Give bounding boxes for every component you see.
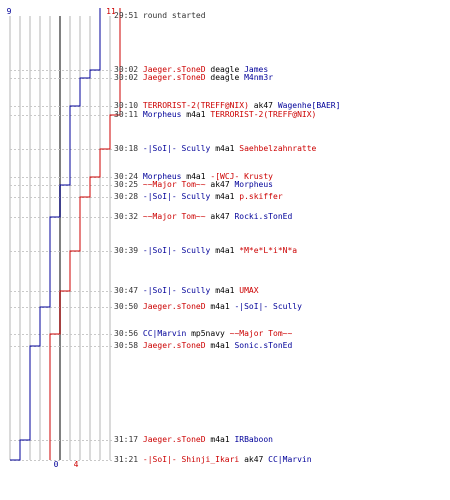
- killer-name: -|SoI|- Scully: [142, 246, 211, 255]
- log-row: 30:47 -|SoI|- Scully m4a1 UMAX: [114, 286, 259, 295]
- weapon-name: ak47: [244, 455, 264, 464]
- weapon-name: m4a1: [186, 110, 206, 119]
- weapon-name: ak47: [210, 180, 230, 189]
- killer-name: Jaeger.sToneD: [142, 73, 206, 82]
- log-row: 30:11 Morpheus m4a1 TERRORIST-2(TREFF@NI…: [114, 110, 316, 119]
- weapon-name: m4a1: [215, 144, 235, 153]
- log-row: 30:32 ~~Major Tom~~ ak47 Rocki.sTonEd: [114, 212, 292, 221]
- victim-name: ~~Major Tom~~: [229, 329, 293, 338]
- weapon-name: m4a1: [210, 341, 230, 350]
- event-time: 30:10: [114, 101, 139, 110]
- weapon-name: m4a1: [186, 172, 206, 181]
- ct-start-count: 9: [7, 7, 12, 16]
- weapon-name: m4a1: [210, 435, 230, 444]
- event-time: 30:56: [114, 329, 139, 338]
- log-row: 30:18 -|SoI|- Scully m4a1 Saehbelzahnrat…: [114, 144, 316, 153]
- killer-name: CC|Marvin: [142, 329, 187, 338]
- victim-name: *M*e*L*i*N*a: [239, 246, 298, 255]
- log-row: 30:56 CC|Marvin mp5navy ~~Major Tom~~: [114, 329, 292, 338]
- weapon-name: m4a1: [215, 192, 235, 201]
- log-row: 31:17 Jaeger.sToneD m4a1 IRBaboon: [114, 435, 273, 444]
- killer-name: TERRORIST-2(TREFF@NIX): [142, 101, 249, 110]
- log-row: 30:24 Morpheus m4a1 -[WCJ- Krusty: [114, 172, 273, 181]
- victim-name: Morpheus: [234, 180, 273, 189]
- event-time: 30:50: [114, 302, 139, 311]
- ct-alive-line: [10, 8, 101, 461]
- weapon-name: deagle: [210, 73, 240, 82]
- t-start-count: 11: [106, 7, 116, 16]
- event-time: 29:51: [114, 11, 139, 20]
- log-row: 29:51 round started: [114, 11, 206, 20]
- victim-name: M4nm3r: [244, 73, 274, 82]
- weapon-name: ak47: [210, 212, 230, 221]
- event-time: 31:21: [114, 455, 139, 464]
- killer-name: ~~Major Tom~~: [142, 212, 206, 221]
- victim-name: James: [244, 65, 269, 74]
- ct-end-count: 0: [54, 460, 59, 469]
- event-time: 31:17: [114, 435, 139, 444]
- event-dash-lines: [10, 70, 113, 461]
- log-row: 30:25 ~~Major Tom~~ ak47 Morpheus: [114, 180, 273, 189]
- event-time: 30:58: [114, 341, 139, 350]
- killer-name: -|SoI|- Scully: [142, 286, 211, 295]
- log-row: 30:10 TERRORIST-2(TREFF@NIX) ak47 Wagenh…: [114, 101, 340, 110]
- victim-name: -|SoI|- Scully: [234, 302, 302, 311]
- log-row: 30:39 -|SoI|- Scully m4a1 *M*e*L*i*N*a: [114, 246, 297, 255]
- t-end-count: 4: [74, 460, 79, 469]
- victim-name: Sonic.sTonEd: [234, 341, 293, 350]
- killer-name: -|SoI|- Scully: [142, 144, 211, 153]
- event-time: 30:47: [114, 286, 139, 295]
- event-time: 30:11: [114, 110, 139, 119]
- victim-name: IRBaboon: [234, 435, 273, 444]
- t-alive-line: [49, 8, 121, 460]
- victim-name: p.skiffer: [239, 192, 283, 201]
- event-time: 30:39: [114, 246, 139, 255]
- weapon-name: ak47: [253, 101, 273, 110]
- log-row: 31:21 -|SoI|- Shinji_Ikari ak47 CC|Marvi…: [114, 455, 312, 464]
- weapon-name: m4a1: [215, 246, 235, 255]
- victim-name: UMAX: [239, 286, 259, 295]
- event-time: 30:24: [114, 172, 139, 181]
- log-row: 30:58 Jaeger.sToneD m4a1 Sonic.sTonEd: [114, 341, 292, 350]
- victim-name: TERRORIST-2(TREFF@NIX): [210, 110, 317, 119]
- killer-name: Morpheus: [142, 110, 182, 119]
- victim-name: Rocki.sTonEd: [234, 212, 293, 221]
- event-time: 30:02: [114, 73, 139, 82]
- event-time: 30:28: [114, 192, 139, 201]
- victim-name: CC|Marvin: [268, 455, 312, 464]
- event-time: 30:25: [114, 180, 139, 189]
- weapon-name: deagle: [210, 65, 240, 74]
- log-row: 30:02 Jaeger.sToneD deagle M4nm3r: [114, 73, 273, 82]
- killer-name: -|SoI|- Scully: [142, 192, 211, 201]
- killer-name: Jaeger.sToneD: [142, 302, 206, 311]
- killer-name: Jaeger.sToneD: [142, 341, 206, 350]
- weapon-name: m4a1: [215, 286, 235, 295]
- log-row: 30:28 -|SoI|- Scully m4a1 p.skiffer: [114, 192, 283, 201]
- killer-name: ~~Major Tom~~: [142, 180, 206, 189]
- event-time: 30:32: [114, 212, 139, 221]
- killer-name: Jaeger.sToneD: [142, 65, 206, 74]
- log-row: 30:50 Jaeger.sToneD m4a1 -|SoI|- Scully: [114, 302, 302, 311]
- killer-name: -|SoI|- Shinji_Ikari: [142, 455, 240, 464]
- killer-name: Jaeger.sToneD: [142, 435, 206, 444]
- victim-name: -[WCJ- Krusty: [210, 172, 273, 181]
- victim-name: Saehbelzahnratte: [239, 144, 317, 153]
- killer-name: Morpheus: [142, 172, 182, 181]
- weapon-name: m4a1: [210, 302, 230, 311]
- victim-name: Wagenhe[BAER]: [277, 101, 341, 110]
- weapon-name: mp5navy: [191, 329, 225, 338]
- event-time: 30:02: [114, 65, 139, 74]
- event-time: 30:18: [114, 144, 139, 153]
- log-row: 30:02 Jaeger.sToneD deagle James: [114, 65, 268, 74]
- event-note: round started: [142, 11, 206, 20]
